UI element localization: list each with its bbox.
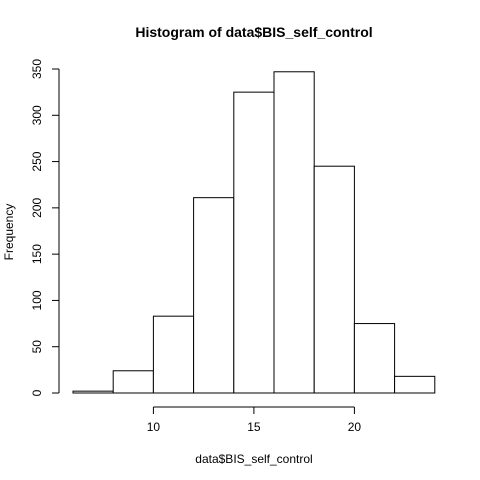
x-axis: 10 15 20: [147, 407, 362, 434]
histogram-bar-0: [73, 391, 113, 393]
y-tick-label-150: 150: [30, 244, 44, 264]
chart-title: Histogram of data$BIS_self_control: [135, 24, 372, 40]
y-axis: 0 50 100 150 200 250 300 350: [30, 59, 59, 397]
histogram-bar-5: [274, 72, 314, 393]
histogram-bar-3: [194, 198, 234, 393]
y-tick-label-50: 50: [30, 340, 44, 354]
x-tick-label-20: 20: [348, 420, 362, 434]
histogram-bar-7: [354, 324, 394, 393]
histogram-bar-4: [234, 92, 274, 393]
y-tick-label-350: 350: [30, 59, 44, 79]
x-tick-label-10: 10: [147, 420, 161, 434]
x-tick-label-15: 15: [247, 420, 261, 434]
histogram-bar-6: [314, 166, 354, 393]
y-tick-label-0: 0: [30, 389, 44, 396]
x-axis-label: data$BIS_self_control: [195, 452, 312, 466]
y-tick-label-250: 250: [30, 151, 44, 171]
y-axis-label: Frequency: [2, 204, 16, 261]
histogram-bar-2: [153, 316, 193, 393]
histogram-bar-1: [113, 371, 153, 393]
histogram-bar-8: [395, 376, 435, 393]
y-tick-label-100: 100: [30, 290, 44, 310]
y-tick-label-200: 200: [30, 198, 44, 218]
histogram-bars: [73, 72, 435, 393]
y-tick-label-300: 300: [30, 105, 44, 125]
